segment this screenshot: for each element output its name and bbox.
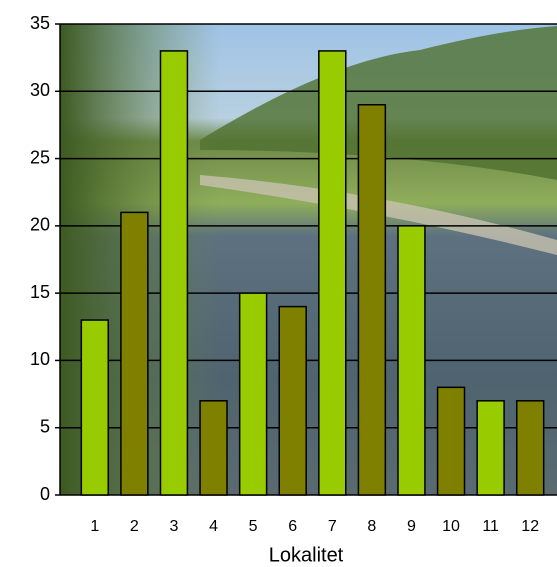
x-tick-label: 9 bbox=[407, 518, 416, 535]
bar bbox=[238, 292, 268, 496]
bar bbox=[159, 50, 189, 496]
x-tick-label: 10 bbox=[442, 518, 460, 535]
bar bbox=[516, 400, 545, 496]
bar bbox=[476, 400, 505, 496]
bar bbox=[199, 400, 228, 496]
x-tick-label: 2 bbox=[130, 518, 139, 535]
y-tick-label: 5 bbox=[40, 416, 50, 436]
bar bbox=[120, 211, 149, 496]
y-tick-label: 20 bbox=[30, 215, 50, 235]
y-tick-label: 35 bbox=[30, 13, 50, 33]
x-tick-label: 3 bbox=[170, 518, 179, 535]
x-tick-label: 4 bbox=[209, 518, 218, 535]
x-tick-label: 1 bbox=[90, 518, 99, 535]
bar bbox=[318, 50, 347, 496]
x-tick-label: 7 bbox=[328, 518, 337, 535]
y-tick-label: 30 bbox=[30, 80, 50, 100]
y-tick-label: 10 bbox=[30, 349, 50, 369]
x-tick-label: 5 bbox=[249, 518, 258, 535]
bar bbox=[80, 319, 110, 496]
bar bbox=[278, 305, 307, 496]
x-tick-label: 11 bbox=[482, 518, 499, 535]
x-tick-label: 12 bbox=[521, 518, 539, 535]
y-tick-label: 25 bbox=[30, 147, 50, 167]
x-axis-title: Lokalitet bbox=[269, 544, 344, 566]
bar bbox=[357, 103, 387, 496]
y-tick-label: 15 bbox=[30, 282, 50, 302]
y-tick-label: 0 bbox=[40, 484, 50, 504]
bar bbox=[397, 225, 426, 496]
x-tick-label: 8 bbox=[367, 518, 376, 535]
x-tick-label: 6 bbox=[288, 518, 297, 535]
bar bbox=[436, 386, 466, 496]
